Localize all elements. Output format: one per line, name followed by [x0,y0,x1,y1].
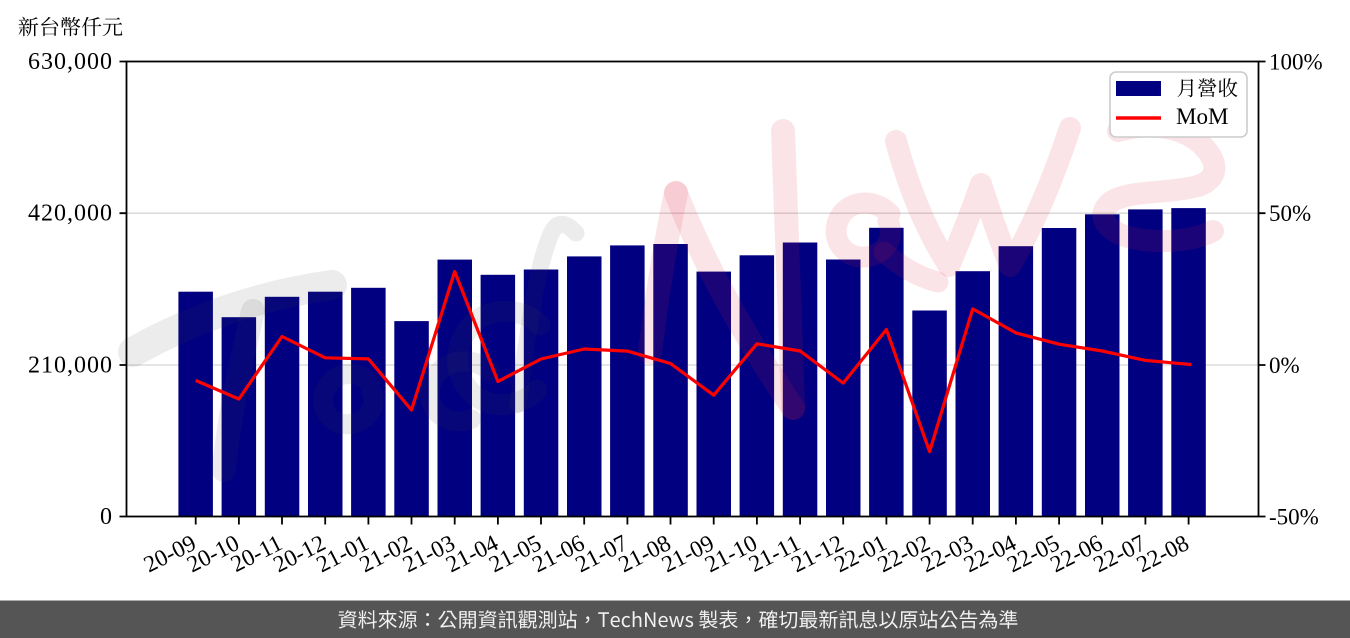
svg-text:50%: 50% [1269,201,1311,226]
svg-text:630,000: 630,000 [28,49,113,75]
svg-text:420,000: 420,000 [28,201,113,227]
svg-text:100%: 100% [1269,50,1323,75]
svg-text:-50%: -50% [1269,505,1319,530]
svg-text:0%: 0% [1269,353,1300,378]
svg-text:MoM: MoM [1176,104,1228,129]
svg-text:210,000: 210,000 [28,353,113,379]
svg-text:0: 0 [100,504,113,530]
